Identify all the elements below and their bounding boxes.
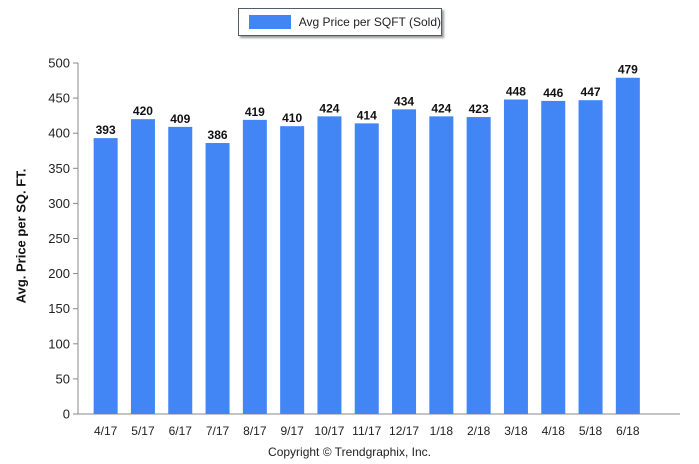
bar-value-label: 479: [618, 63, 638, 77]
bar-value-label: 420: [133, 104, 153, 118]
bar-chart: 0 50 100 150 200 250 300 350 400 450 500 393 4/17 420…: [48, 56, 680, 438]
bar-value-label: 410: [282, 111, 302, 125]
x-tick-label: 3/18: [504, 424, 528, 438]
bar: [280, 126, 305, 415]
legend-label: Avg Price per SQFT (Sold): [298, 15, 441, 29]
y-tick-label: 350: [48, 161, 70, 176]
bar: [242, 119, 267, 414]
bar: [429, 116, 454, 415]
legend-swatch: [249, 15, 291, 29]
bar: [615, 77, 640, 414]
y-tick-label: 150: [48, 301, 70, 316]
x-tick-label: 11/17: [352, 424, 381, 438]
bar-value-label: 409: [170, 112, 190, 126]
copyright-text: Copyright © Trendgraphix, Inc.: [268, 445, 431, 459]
legend: Avg Price per SQFT (Sold): [238, 8, 442, 36]
x-tick-label: 8/17: [243, 424, 267, 438]
y-tick-label: 200: [48, 266, 70, 281]
y-tick-label: 400: [48, 126, 70, 141]
x-tick-label: 4/18: [542, 424, 566, 438]
bar-value-label: 434: [394, 94, 414, 108]
y-tick-label: 300: [48, 196, 70, 211]
bar: [317, 116, 342, 415]
bar-value-label: 414: [357, 108, 377, 122]
bar-value-label: 419: [245, 105, 265, 119]
bar-value-label: 448: [506, 85, 526, 99]
x-tick-label: 7/17: [206, 424, 230, 438]
x-tick-label: 10/17: [314, 424, 344, 438]
bar: [503, 99, 528, 414]
x-tick-label: 4/17: [94, 424, 118, 438]
x-tick-label: 5/18: [579, 424, 603, 438]
bar-value-label: 423: [469, 102, 489, 116]
y-tick-label: 50: [56, 371, 70, 386]
x-tick-label: 2/18: [467, 424, 491, 438]
bar: [168, 126, 193, 414]
bar: [354, 123, 379, 414]
bar: [466, 117, 491, 414]
bar-value-label: 386: [208, 128, 228, 142]
x-tick-label: 6/18: [616, 424, 640, 438]
y-tick-label: 450: [48, 91, 70, 106]
bar-value-label: 424: [431, 101, 451, 115]
bar: [130, 119, 155, 414]
x-tick-label: 12/17: [389, 424, 419, 438]
y-tick-label: 100: [48, 336, 70, 351]
y-tick-label: 500: [48, 56, 70, 71]
bar-value-label: 446: [543, 86, 563, 100]
x-tick-label: 1/18: [430, 424, 454, 438]
bar-value-label: 393: [96, 123, 116, 137]
bar: [205, 143, 230, 414]
y-tick-label: 0: [63, 407, 70, 422]
bar: [392, 109, 417, 414]
y-tick-label: 250: [48, 231, 70, 246]
bar: [578, 100, 603, 415]
bar-value-label: 447: [581, 85, 601, 99]
bar: [541, 100, 566, 415]
x-tick-label: 6/17: [169, 424, 193, 438]
x-tick-label: 9/17: [280, 424, 304, 438]
x-tick-label: 5/17: [131, 424, 155, 438]
bar-value-label: 424: [319, 101, 339, 115]
bar: [93, 138, 118, 414]
